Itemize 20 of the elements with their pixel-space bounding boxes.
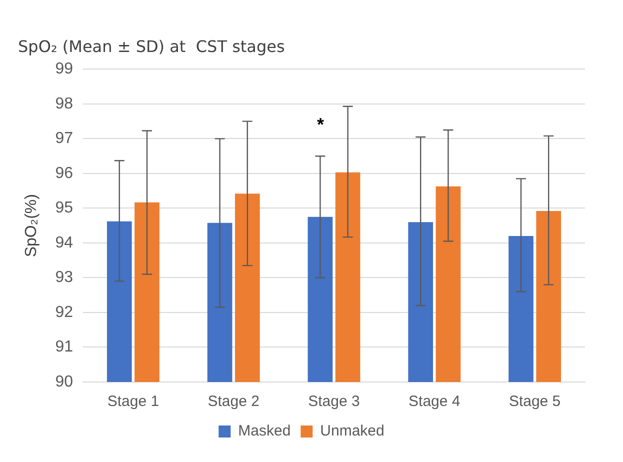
x-tick-label: Stage 2 bbox=[208, 393, 260, 410]
y-tick-label: 94 bbox=[55, 234, 74, 252]
y-tick-label: 96 bbox=[55, 164, 74, 182]
y-tick-label: 98 bbox=[55, 95, 74, 112]
y-tick-label: 99 bbox=[55, 60, 74, 78]
x-tick-label: Stage 3 bbox=[308, 393, 360, 410]
x-tick-label: Stage 5 bbox=[508, 393, 561, 410]
x-tick-label: Stage 1 bbox=[107, 393, 160, 410]
annotation: * bbox=[316, 114, 324, 134]
y-tick-label: 95 bbox=[55, 200, 74, 217]
y-tick-label: 91 bbox=[55, 338, 74, 356]
x-tick-label: Stage 4 bbox=[408, 393, 460, 410]
y-tick-label: 97 bbox=[55, 130, 74, 148]
y-axis-title: SpO₂(%) bbox=[23, 194, 40, 258]
y-tick-label: 92 bbox=[55, 304, 74, 321]
chart-title: SpO₂ (Mean ± SD) at CST stages bbox=[18, 36, 285, 56]
legend-label: Masked bbox=[238, 422, 291, 440]
y-tick-label: 90 bbox=[55, 373, 74, 390]
y-tick-label: 93 bbox=[55, 269, 74, 286]
legend-label: Unmaked bbox=[320, 422, 384, 440]
